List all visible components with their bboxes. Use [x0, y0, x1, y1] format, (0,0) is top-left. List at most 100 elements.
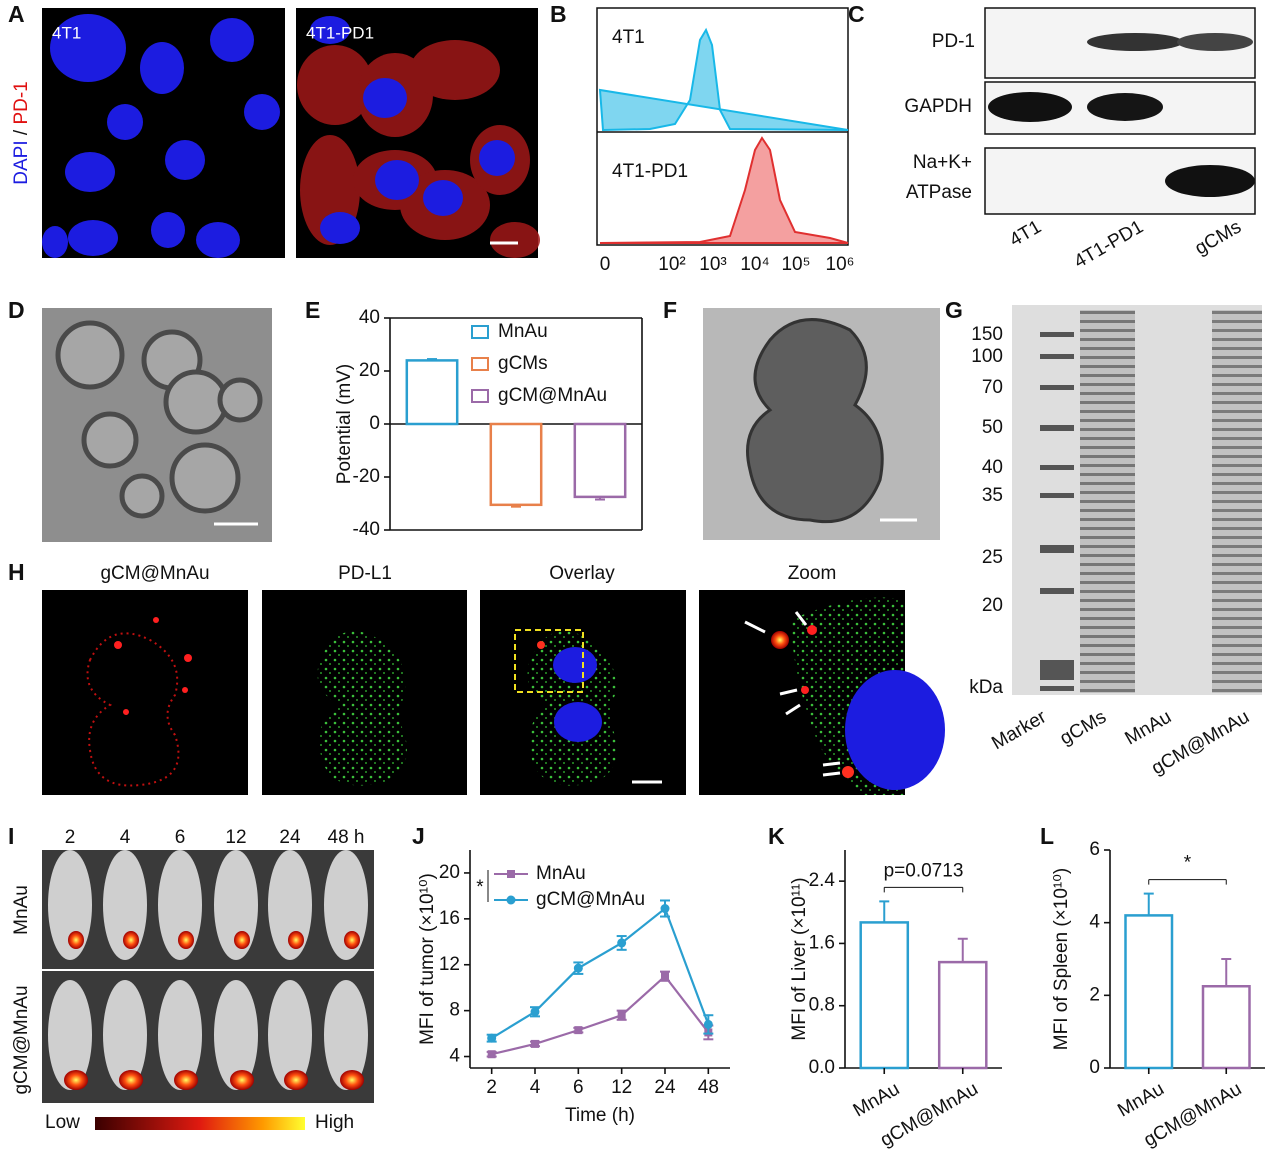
- x-tick-label: 10⁵: [781, 254, 810, 275]
- y-tick-label: 40: [359, 307, 380, 328]
- marker-label: 35: [982, 485, 1003, 506]
- y-tick-label: 12: [439, 954, 460, 975]
- legend-marker: [507, 870, 515, 878]
- band: [988, 92, 1072, 122]
- panel-letter: D: [8, 297, 25, 323]
- mouse: [268, 980, 312, 1090]
- image-title: Overlay: [549, 563, 615, 584]
- time-label: 24: [279, 827, 301, 848]
- marker-label: 100: [971, 346, 1003, 367]
- lane-label: 4T1: [1006, 216, 1045, 251]
- panel-letter: A: [8, 1, 25, 27]
- time-label: 2: [65, 827, 76, 848]
- legend-label: MnAu: [498, 321, 548, 342]
- x-tick-label: 24: [654, 1077, 676, 1098]
- signal: [123, 931, 139, 949]
- signal: [234, 931, 250, 949]
- point: [487, 1033, 497, 1043]
- mouse: [103, 980, 147, 1090]
- panel-letter: H: [8, 559, 25, 585]
- line: [491, 974, 710, 1056]
- colorbar-label: Low: [45, 1112, 80, 1133]
- particle: [771, 631, 789, 649]
- band: [1165, 165, 1255, 197]
- panel-i: MnAu gCM@MnAu Low High 2 4 6 12 24 48 h: [11, 827, 374, 1133]
- arrows: [744, 611, 841, 777]
- colorbar: [95, 1117, 305, 1130]
- mouse: [48, 980, 92, 1090]
- legend-label: gCM@MnAu: [536, 889, 645, 910]
- mouse: [324, 980, 368, 1090]
- row-label: GAPDH: [904, 96, 972, 117]
- point: [660, 904, 670, 914]
- x-tick-label: 10³: [699, 254, 726, 275]
- nucleus: [845, 670, 945, 790]
- signal: [64, 1070, 88, 1090]
- legend-swatch: [471, 357, 489, 371]
- line: [491, 906, 710, 1040]
- lane-label: gCMs: [1192, 216, 1245, 259]
- panel-letter: F: [663, 297, 677, 323]
- signal: [178, 931, 194, 949]
- y-tick-label: 2: [1089, 984, 1100, 1005]
- image-title: gCM@MnAu: [100, 563, 209, 584]
- panel-letter: B: [550, 1, 567, 27]
- nucleus: [553, 647, 597, 683]
- image-title: PD-L1: [338, 563, 392, 584]
- y-tick-label: 2.4: [809, 870, 836, 891]
- image-label: 4T1: [52, 23, 81, 42]
- particle: [842, 766, 854, 778]
- x-tick-label: 48: [698, 1077, 719, 1098]
- x-tick-label: 10²: [658, 254, 685, 275]
- error-bar: [427, 358, 437, 361]
- signal: [230, 1070, 254, 1090]
- signal: [340, 1070, 364, 1090]
- mouse: [158, 980, 202, 1090]
- micrograph: [42, 590, 248, 795]
- vesicles: [55, 320, 263, 519]
- x-tick-label: 10⁴: [740, 254, 769, 275]
- x-tick-label: 0: [600, 254, 611, 275]
- pd-l1-stain: [317, 631, 407, 786]
- signal: [284, 1070, 308, 1090]
- particle: [801, 686, 809, 694]
- marker-label: 70: [982, 377, 1003, 398]
- x-tick-label: MnAu: [850, 1078, 903, 1121]
- row-label: ATPase: [906, 182, 972, 203]
- zoom-box: [514, 629, 584, 693]
- y-axis-label: Potential (mV): [334, 364, 355, 484]
- y-tick-label: 16: [439, 908, 460, 929]
- time-label: 48 h: [328, 827, 365, 848]
- particle: [807, 625, 817, 635]
- y-tick-label: -20: [353, 466, 380, 487]
- legend-label: gCM@MnAu: [498, 385, 607, 406]
- point: [487, 1050, 496, 1059]
- mouse: [48, 850, 92, 960]
- bar: [489, 422, 543, 507]
- lane-label: gCMs: [1057, 706, 1110, 749]
- marker-label: 20: [982, 595, 1003, 616]
- marker-bands: [1040, 332, 1074, 691]
- stain-pd1: PD-1: [11, 81, 32, 124]
- y-tick-label: -40: [353, 519, 380, 540]
- point: [573, 963, 583, 973]
- legend-swatch: [471, 389, 489, 403]
- mouse: [214, 850, 258, 960]
- y-axis-label: MFI of Spleen (×10¹⁰): [1051, 868, 1072, 1050]
- row-label: PD-1: [932, 31, 975, 52]
- panel-g: 150 100 70 50 40 35 25 20 kDa Marker gCM…: [969, 305, 1262, 779]
- nuclei: [310, 16, 515, 244]
- sample-label: 4T1: [612, 27, 645, 48]
- sample-label: 4T1-PD1: [612, 161, 688, 182]
- y-tick-label: 0: [1089, 1057, 1100, 1078]
- error-bar: [511, 504, 521, 508]
- time-label: 4: [120, 827, 131, 848]
- panel-letters: A B C D E F G H I J K L: [8, 1, 1054, 849]
- annotation: *: [1184, 853, 1192, 874]
- y-axis-label: MFI of tumor (×10¹⁰): [417, 873, 438, 1045]
- lane-label: MnAu: [1122, 706, 1175, 749]
- bar: [1124, 914, 1174, 1070]
- marker-label: 50: [982, 417, 1003, 438]
- panel-c: PD-1 GAPDH Na+K+ ATPase 4T1 4T1-PD1 gCMs: [904, 7, 1256, 273]
